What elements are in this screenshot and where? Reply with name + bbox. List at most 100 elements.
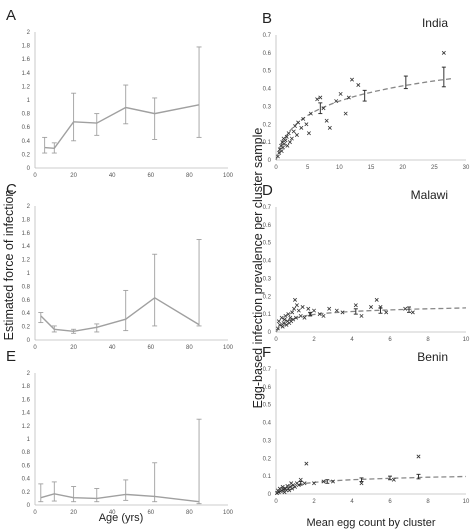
fitted-curve: [275, 307, 467, 333]
data-point-stroke: [293, 124, 297, 129]
data-point-stroke: [287, 488, 292, 493]
right-y-axis-label: Egg-based infection prevalence per clust…: [251, 128, 265, 409]
data-point-stroke: [327, 306, 332, 311]
data-point: [315, 97, 320, 102]
data-point: [282, 317, 287, 322]
data-point-stroke: [317, 312, 322, 317]
x-tick-label: 60: [147, 345, 154, 351]
panel-title: India: [422, 16, 448, 30]
x-tick-label: 40: [109, 345, 116, 351]
data-point: [312, 308, 316, 313]
x-tick-label: 25: [431, 165, 438, 171]
data-point-stroke: [280, 140, 285, 145]
data-point: [285, 143, 290, 148]
left-y-axis-label: Estimated force of infection: [2, 190, 16, 341]
data-point: [282, 141, 287, 146]
data-point: [293, 297, 297, 302]
data-point: [321, 479, 326, 484]
x-tick-label: 0: [274, 337, 278, 343]
x-tick-label: 20: [399, 165, 406, 171]
data-point-stroke: [321, 479, 326, 484]
data-point-stroke: [298, 477, 303, 482]
y-tick-label: 0.2: [263, 456, 272, 462]
x-tick-label: 10: [463, 499, 470, 505]
data-point: [324, 118, 329, 123]
y-tick-label: 0.4: [22, 311, 31, 317]
y-tick-label: 0.5: [263, 241, 272, 247]
data-point: [280, 324, 285, 329]
data-point-stroke: [304, 122, 309, 127]
data-point-stroke: [391, 477, 396, 482]
y-tick-label: 0.6: [263, 385, 272, 391]
data-point-stroke: [292, 306, 297, 311]
data-point-stroke: [288, 315, 293, 320]
data-point-stroke: [306, 131, 311, 136]
y-tick-label: 1.6: [22, 231, 31, 237]
data-point-stroke: [289, 481, 294, 486]
data-point-stroke: [279, 149, 284, 154]
x-tick-label: 80: [186, 173, 193, 179]
x-tick-label: 100: [223, 173, 234, 179]
data-point-stroke: [288, 484, 293, 489]
data-point: [298, 477, 303, 482]
y-tick-label: 0: [268, 330, 272, 336]
y-tick-label: 0: [27, 503, 31, 509]
data-point: [287, 488, 292, 493]
panel-b: 0 0.1 0.2 0.3 0.4 0.5 0.6 0.7 0 5 10 15 20 25 30 B India: [262, 10, 470, 171]
force-of-infection-line: [40, 296, 200, 333]
data-point: [280, 145, 285, 150]
data-point: [317, 312, 322, 317]
data-point-stroke: [346, 95, 351, 100]
y-tick-label: 0.4: [22, 139, 31, 145]
x-tick-label: 30: [463, 165, 470, 171]
panel-title: Malawi: [411, 188, 448, 202]
x-tick-label: 5: [306, 165, 310, 171]
y-tick-label: 0.6: [263, 51, 272, 57]
y-tick-label: 1.2: [22, 424, 31, 430]
x-tick-label: 4: [350, 337, 354, 343]
y-tick-label: 0.8: [22, 284, 31, 290]
data-point-stroke: [283, 486, 288, 491]
y-tick-label: 0.8: [22, 112, 31, 118]
data-point: [321, 106, 326, 111]
data-point: [283, 138, 288, 143]
data-point-stroke: [275, 326, 280, 331]
y-tick-label: 0.2: [22, 152, 31, 158]
y-tick-label: 2: [27, 204, 31, 210]
x-tick-label: 10: [336, 165, 343, 171]
x-tick-label: 40: [109, 510, 116, 516]
data-point-stroke: [277, 486, 282, 491]
data-point-stroke: [359, 481, 364, 486]
data-point-stroke: [285, 319, 290, 324]
data-point: [302, 481, 307, 486]
y-tick-label: 0.7: [263, 33, 272, 39]
data-point: [291, 129, 296, 134]
x-tick-label: 60: [147, 173, 154, 179]
y-tick-label: 2: [27, 371, 31, 377]
data-point: [301, 116, 306, 121]
y-tick-label: 0.6: [22, 463, 31, 469]
data-point: [306, 306, 311, 311]
data-point-stroke: [340, 310, 345, 315]
data-point-stroke: [353, 303, 358, 308]
y-tick-label: 1: [27, 98, 31, 104]
panel-label: D: [262, 182, 273, 199]
data-point: [300, 305, 305, 309]
x-tick-label: 0: [274, 165, 278, 171]
data-point: [441, 50, 446, 55]
data-point-stroke: [282, 141, 287, 146]
x-tick-label: 0: [274, 499, 278, 505]
data-point-stroke: [321, 106, 326, 111]
x-tick-label: 0: [33, 345, 37, 351]
data-point: [338, 91, 343, 96]
data-point: [290, 310, 295, 315]
y-tick-label: 0.3: [263, 104, 272, 110]
left-x-axis-label: Age (yrs): [99, 512, 144, 524]
data-point: [279, 315, 284, 320]
data-point: [302, 315, 307, 320]
data-point-stroke: [294, 133, 299, 137]
panel-label: E: [6, 348, 16, 365]
data-point-stroke: [277, 322, 282, 327]
